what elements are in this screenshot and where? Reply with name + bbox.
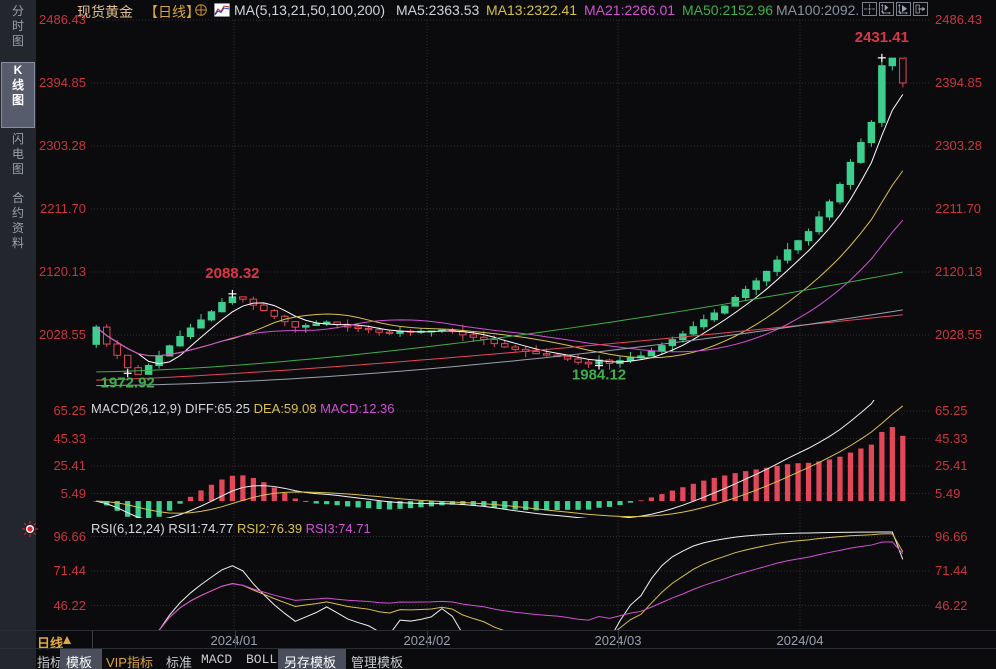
svg-text:1972.92: 1972.92 — [101, 374, 155, 391]
svg-text:2431.41: 2431.41 — [855, 29, 909, 46]
svg-text:2088.32: 2088.32 — [205, 265, 259, 282]
svg-text:1984.12: 1984.12 — [572, 367, 626, 384]
